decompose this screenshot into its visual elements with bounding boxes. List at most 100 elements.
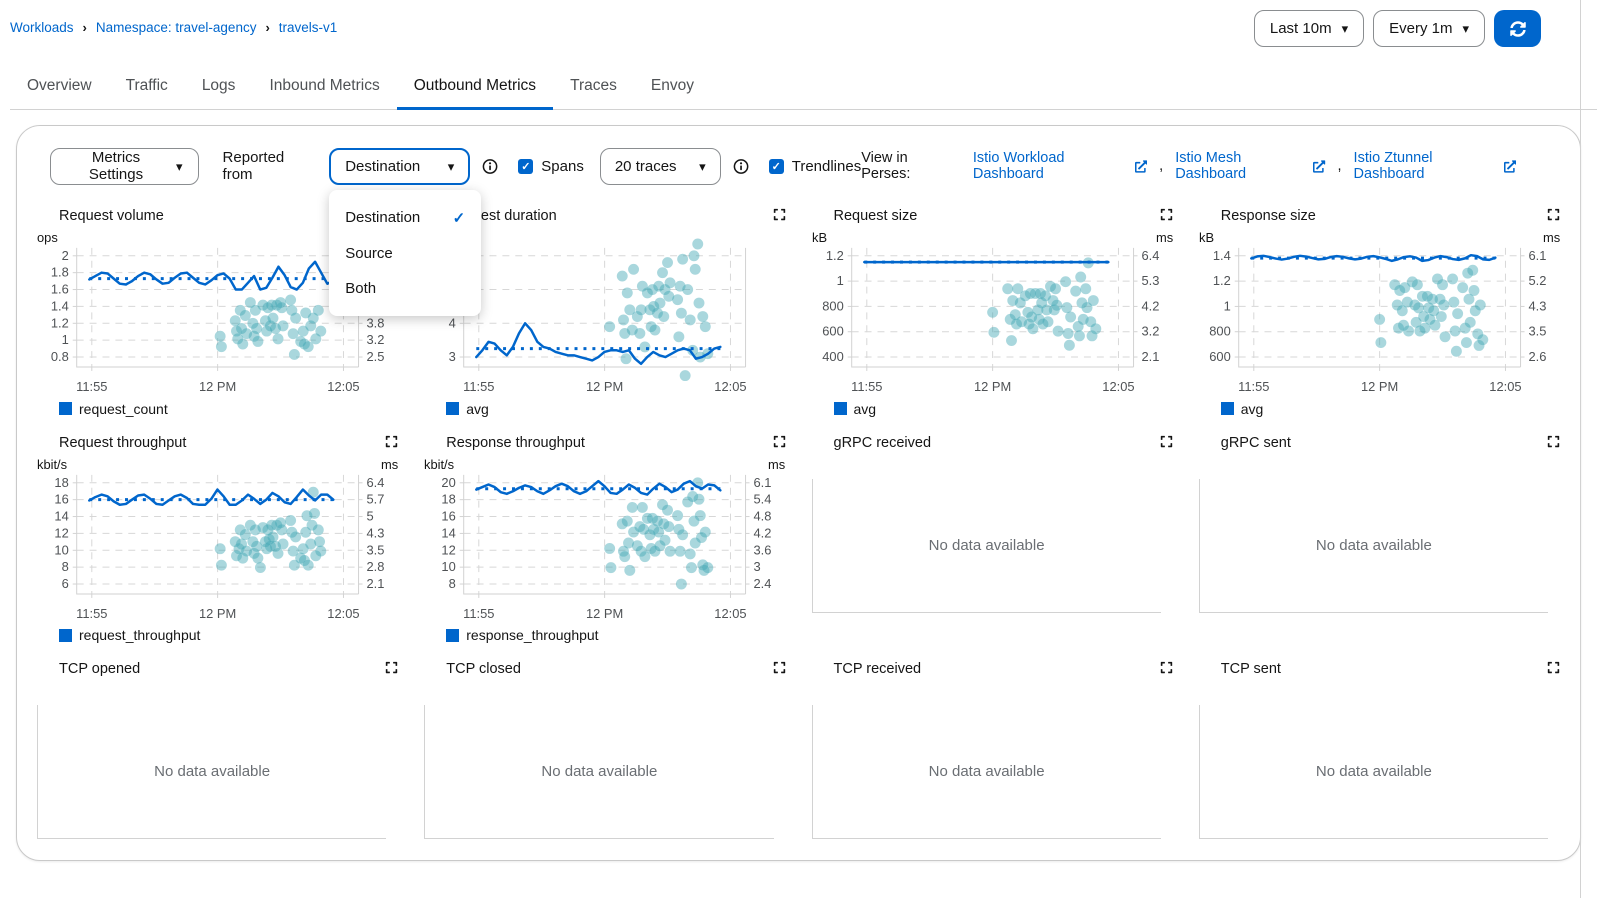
svg-text:3.2: 3.2: [366, 332, 384, 347]
chart-panel-grpc-sent: gRPC sent No data available: [1197, 435, 1562, 644]
istio-mesh-dashboard-link[interactable]: Istio Mesh Dashboard: [1175, 150, 1326, 182]
chart-title: TCP opened: [59, 661, 141, 678]
metrics-settings-dropdown[interactable]: Metrics Settings ▾: [50, 147, 199, 185]
expand-icon[interactable]: [1160, 208, 1173, 224]
tab-envoy[interactable]: Envoy: [650, 77, 694, 94]
tab-traces[interactable]: Traces: [570, 77, 617, 94]
expand-icon[interactable]: [1547, 435, 1560, 451]
chart-plot: kB ms 1.4 6.1 1.2 5.2 1 4.3 800 3.5 600 2.6 11:55 12 …: [1199, 230, 1560, 394]
no-data-label: No data available: [154, 763, 271, 781]
scrollbar-track[interactable]: [1580, 0, 1581, 898]
traces-info-icon[interactable]: [733, 158, 749, 175]
svg-text:5.2: 5.2: [1528, 273, 1546, 288]
svg-text:5: 5: [366, 508, 373, 523]
legend-label: request_throughput: [79, 627, 201, 644]
svg-text:12:05: 12:05: [1489, 379, 1521, 394]
svg-text:12 PM: 12 PM: [199, 605, 236, 620]
svg-text:ops: ops: [37, 230, 58, 245]
svg-text:18: 18: [442, 491, 456, 506]
menu-item-source[interactable]: Source: [329, 236, 481, 271]
expand-icon[interactable]: [1547, 661, 1560, 677]
svg-text:5.7: 5.7: [366, 491, 384, 506]
legend-color-swatch: [59, 402, 72, 416]
traces-value: 20 traces: [614, 157, 677, 175]
reporter-dropdown-menu: Destination ✓ Source Both: [329, 189, 482, 316]
chart-title: Request throughput: [59, 434, 187, 451]
svg-text:6.4: 6.4: [1141, 248, 1159, 263]
top-bar: Workloads › Namespace: travel-agency › t…: [0, 0, 1597, 58]
expand-icon[interactable]: [1547, 208, 1560, 224]
tab-logs[interactable]: Logs: [201, 77, 236, 94]
chart-panel-request-size: Request size kB ms 1.2 6.4 1 5.3 800 4.2 600 3.2 40…: [810, 208, 1175, 417]
refresh-button[interactable]: [1494, 10, 1541, 47]
svg-text:2.8: 2.8: [366, 559, 384, 574]
reporter-select[interactable]: Destination ▾: [329, 147, 471, 185]
chart-title: gRPC sent: [1220, 434, 1291, 451]
chart-panel-response-size: Response size kB ms 1.4 6.1 1.2 5.2 1 4.3 800 3.5 6…: [1197, 208, 1562, 417]
tab-overview[interactable]: Overview: [27, 77, 92, 94]
expand-icon[interactable]: [773, 435, 786, 451]
istio-workload-dashboard-link[interactable]: Istio Workload Dashboard: [972, 150, 1148, 182]
svg-text:400: 400: [822, 349, 844, 364]
chart-title: Request size: [833, 208, 918, 224]
refresh-interval-dropdown[interactable]: Every 1m ▾: [1373, 10, 1485, 47]
expand-icon[interactable]: [385, 661, 398, 677]
svg-text:ms: ms: [1156, 230, 1173, 245]
svg-text:12 PM: 12 PM: [199, 379, 236, 394]
svg-text:2.1: 2.1: [1141, 349, 1159, 364]
legend-color-swatch: [833, 402, 847, 416]
no-data-label: No data available: [1315, 763, 1432, 781]
svg-text:12:05: 12:05: [715, 605, 747, 620]
svg-text:6.1: 6.1: [754, 474, 772, 489]
chart-title: Response throughput: [446, 434, 585, 451]
expand-icon[interactable]: [773, 208, 786, 224]
breadcrumb-chevron-icon: ›: [82, 20, 87, 35]
perses-links: View in Perses: Istio Workload Dashboard…: [861, 150, 1516, 182]
traces-select[interactable]: 20 traces ▾: [599, 147, 721, 185]
breadcrumb-workloads[interactable]: Workloads: [10, 20, 74, 35]
svg-text:3.5: 3.5: [366, 542, 384, 557]
chart-panel-tcp-sent: TCP sent No data available: [1197, 661, 1562, 840]
svg-text:6.1: 6.1: [1528, 248, 1546, 263]
refresh-interval-value: Every 1m: [1389, 20, 1453, 37]
expand-icon[interactable]: [385, 435, 398, 451]
expand-icon[interactable]: [1160, 435, 1173, 451]
reporter-value: Destination: [345, 157, 421, 175]
svg-text:12:05: 12:05: [715, 379, 747, 394]
caret-down-icon: ▾: [176, 158, 183, 174]
trendlines-label: Trendlines: [791, 157, 862, 175]
tab-traffic[interactable]: Traffic: [125, 77, 168, 94]
chart-title: TCP closed: [446, 661, 521, 678]
svg-text:2: 2: [62, 248, 69, 263]
spans-label: Spans: [541, 157, 584, 175]
trendlines-checkbox[interactable]: ✓ Trendlines: [768, 157, 862, 175]
svg-text:6: 6: [62, 576, 69, 591]
expand-icon[interactable]: [773, 661, 786, 677]
chart-title: gRPC received: [833, 434, 932, 451]
tab-inbound-metrics[interactable]: Inbound Metrics: [269, 77, 380, 94]
chart-legend: request_throughput: [35, 627, 400, 643]
check-icon: ✓: [452, 209, 466, 227]
link-label: Istio Workload Dashboard: [972, 150, 1065, 182]
expand-icon[interactable]: [1160, 661, 1173, 677]
duration-value: Last 10m: [1269, 20, 1332, 37]
istio-ztunnel-dashboard-link[interactable]: Istio Ztunnel Dashboard: [1354, 150, 1516, 182]
svg-text:1.4: 1.4: [1213, 248, 1231, 263]
svg-text:2.4: 2.4: [754, 576, 772, 591]
tab-outbound-metrics[interactable]: Outbound Metrics: [396, 64, 554, 110]
svg-text:8: 8: [62, 559, 69, 574]
svg-text:600: 600: [822, 324, 844, 339]
menu-item-both[interactable]: Both: [329, 271, 481, 306]
menu-item-destination[interactable]: Destination ✓: [329, 200, 481, 236]
chart-panel-request-throughput: Request throughput kbit/s ms 18 6.4 16 5.7 14 5 1…: [35, 435, 400, 644]
spans-checkbox[interactable]: ✓ Spans: [518, 158, 584, 175]
chart-legend: avg: [422, 401, 787, 417]
reporter-info-icon[interactable]: [482, 158, 498, 175]
svg-text:18: 18: [54, 474, 68, 489]
svg-text:11:55: 11:55: [1238, 379, 1269, 394]
duration-dropdown[interactable]: Last 10m ▾: [1253, 10, 1365, 47]
breadcrumb-namespace[interactable]: Namespace: travel-agency: [95, 20, 257, 35]
link-label: Istio Ztunnel Dashboard: [1353, 150, 1433, 182]
svg-text:6.4: 6.4: [366, 474, 384, 489]
breadcrumb-workload[interactable]: travels-v1: [278, 20, 338, 35]
